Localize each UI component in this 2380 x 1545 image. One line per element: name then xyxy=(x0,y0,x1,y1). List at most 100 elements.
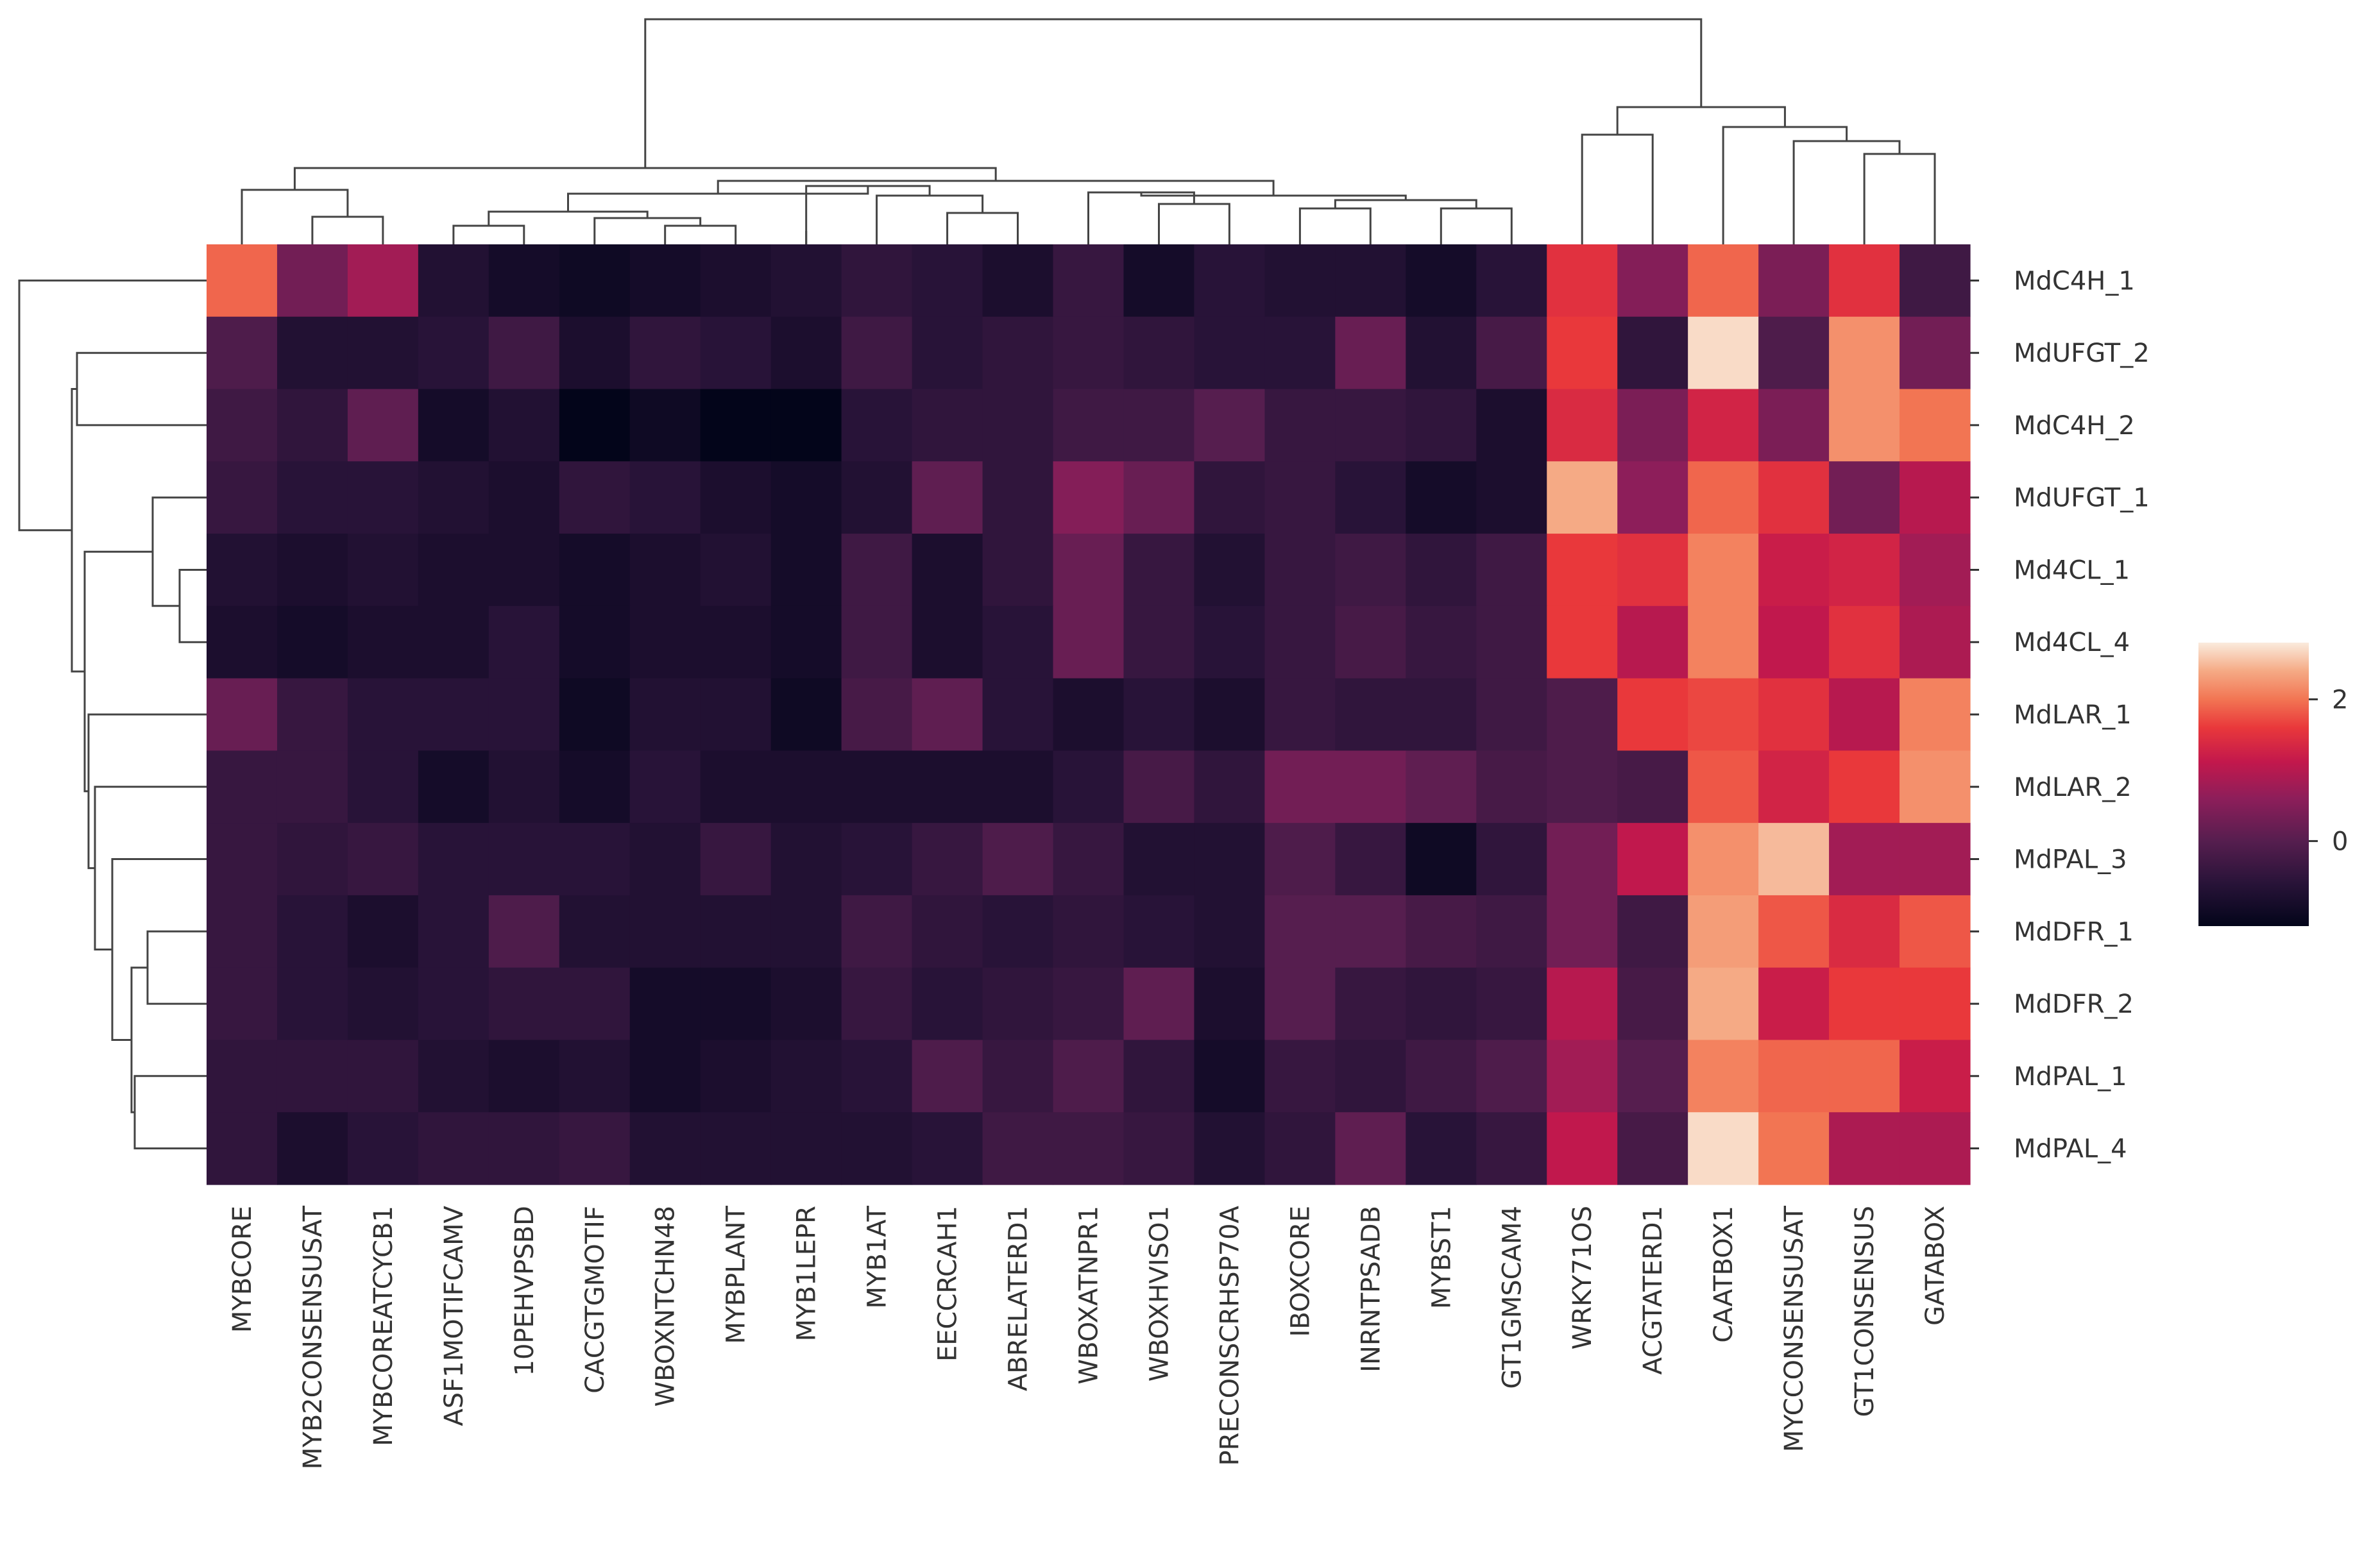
heatmap-cell xyxy=(912,678,983,751)
column-label: MYBST1 xyxy=(1427,1206,1456,1309)
heatmap-cell xyxy=(770,605,842,679)
heatmap-cell xyxy=(207,678,278,751)
heatmap-cell xyxy=(912,244,983,317)
heatmap-cell xyxy=(700,389,772,462)
row-label: MdPAL_3 xyxy=(2014,845,2127,875)
heatmap-cell xyxy=(1547,678,1618,751)
heatmap-cell xyxy=(912,461,983,534)
heatmap-cell xyxy=(207,389,278,462)
row-label: MdDFR_1 xyxy=(2014,917,2134,947)
heatmap-cell xyxy=(207,1040,278,1113)
heatmap-cell xyxy=(1053,389,1125,462)
heatmap-cell xyxy=(1406,389,1477,462)
heatmap-cell xyxy=(1264,678,1336,751)
heatmap-cell xyxy=(488,678,560,751)
heatmap-cell xyxy=(982,1040,1054,1113)
heatmap-cell xyxy=(629,1040,701,1113)
heatmap-cell xyxy=(629,823,701,896)
column-label: ABRELATERD1 xyxy=(1004,1206,1033,1391)
heatmap-cell xyxy=(559,895,631,968)
heatmap-cell xyxy=(770,1040,842,1113)
heatmap-cell xyxy=(770,534,842,607)
heatmap-cell xyxy=(1688,967,1759,1041)
colorbar-tick-label: 2 xyxy=(2332,685,2348,714)
heatmap-cell xyxy=(629,895,701,968)
heatmap-cell xyxy=(1688,316,1759,390)
heatmap-cell xyxy=(1900,678,1971,751)
heatmap-cell xyxy=(1617,1112,1688,1185)
heatmap-cell xyxy=(1476,895,1547,968)
heatmap-cell xyxy=(1335,316,1406,390)
heatmap-cell xyxy=(418,823,489,896)
column-label: GATABOX xyxy=(1921,1206,1950,1326)
heatmap-cell xyxy=(1547,244,1618,317)
heatmap-cell xyxy=(1476,1040,1547,1113)
heatmap-cell xyxy=(1900,967,1971,1041)
heatmap-cell xyxy=(418,461,489,534)
heatmap-cell xyxy=(700,823,772,896)
heatmap-cell xyxy=(1194,823,1265,896)
heatmap-cell xyxy=(1123,967,1195,1041)
heatmap-cell xyxy=(207,534,278,607)
column-label: MYCCONSENSUSAT xyxy=(1780,1205,1809,1452)
heatmap-cell xyxy=(700,678,772,751)
heatmap-cell xyxy=(347,750,419,823)
heatmap-cell xyxy=(770,244,842,317)
heatmap-cell xyxy=(1829,967,1900,1041)
heatmap-cell xyxy=(207,895,278,968)
heatmap-cell xyxy=(1406,823,1477,896)
heatmap-cell xyxy=(1900,316,1971,390)
heatmap-cell xyxy=(1900,244,1971,317)
heatmap-cell xyxy=(1476,461,1547,534)
heatmap-cell xyxy=(347,244,419,317)
heatmap-cell xyxy=(1547,895,1618,968)
heatmap-cell xyxy=(1053,1112,1125,1185)
heatmap-cell xyxy=(982,316,1054,390)
heatmap-cell xyxy=(1194,605,1265,679)
heatmap-cell xyxy=(347,461,419,534)
heatmap-cell xyxy=(1123,244,1195,317)
column-label: MYBCOREATCYCB1 xyxy=(369,1206,398,1446)
heatmap-cell xyxy=(1688,1040,1759,1113)
column-label: EECCRCAH1 xyxy=(933,1206,963,1362)
heatmap-cell xyxy=(1406,316,1477,390)
heatmap-cell xyxy=(1617,1040,1688,1113)
heatmap-cell xyxy=(488,1040,560,1113)
heatmap-cell xyxy=(1758,823,1830,896)
heatmap-cell xyxy=(1758,605,1830,679)
colorbar-gradient xyxy=(2198,643,2309,926)
heatmap-cell xyxy=(700,750,772,823)
heatmap-cell xyxy=(1688,244,1759,317)
heatmap-cell xyxy=(347,823,419,896)
column-label: ACGTATERD1 xyxy=(1638,1206,1668,1375)
heatmap-cell xyxy=(1123,1112,1195,1185)
column-label: WBOXNTCHN48 xyxy=(651,1206,681,1406)
heatmap-cell xyxy=(841,1040,913,1113)
colorbar: 02 xyxy=(2198,643,2348,926)
row-label: MdC4H_2 xyxy=(2014,411,2135,441)
column-dendrogram xyxy=(241,18,1936,244)
heatmap-cell xyxy=(982,750,1054,823)
heatmap-cell xyxy=(1900,605,1971,679)
row-label: Md4CL_4 xyxy=(2014,628,2130,657)
heatmap-cell xyxy=(629,461,701,534)
heatmap-cell xyxy=(559,244,631,317)
heatmap-cell xyxy=(207,605,278,679)
column-label: IBOXCORE xyxy=(1286,1206,1315,1337)
heatmap-cell xyxy=(1406,750,1477,823)
heatmap-cell xyxy=(1758,244,1830,317)
column-label: 10PEHVPSBD xyxy=(510,1206,540,1376)
heatmap-cell xyxy=(700,316,772,390)
heatmap-cell xyxy=(1194,678,1265,751)
heatmap-cell xyxy=(629,678,701,751)
column-label: MYBPLANT xyxy=(722,1205,751,1344)
heatmap-cell xyxy=(488,823,560,896)
heatmap-cell xyxy=(1053,244,1125,317)
heatmap-cell xyxy=(1194,461,1265,534)
heatmap-cell xyxy=(1758,750,1830,823)
column-label: MYB2CONSENSUSAT xyxy=(298,1205,328,1469)
heatmap-cell xyxy=(1335,750,1406,823)
heatmap-cell xyxy=(559,1112,631,1185)
heatmap-cell xyxy=(1758,678,1830,751)
